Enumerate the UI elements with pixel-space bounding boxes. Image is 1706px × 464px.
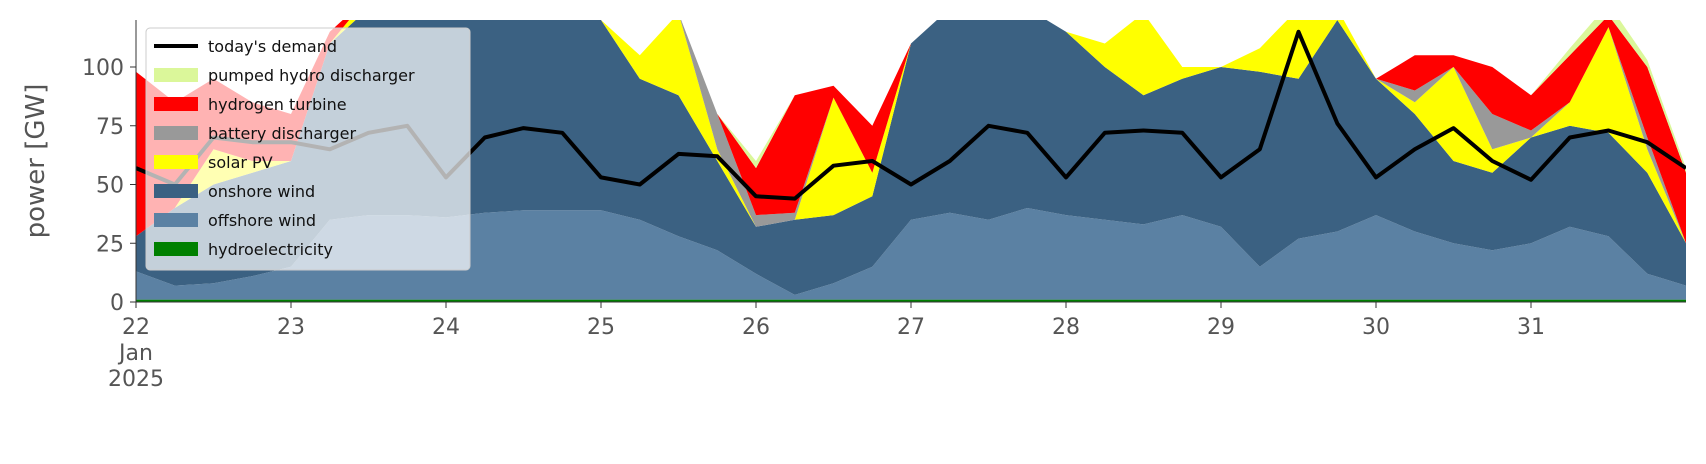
y-tick-label: 50	[96, 174, 124, 199]
y-tick-label: 0	[110, 291, 124, 316]
legend-swatch	[154, 97, 198, 111]
x-tick-label: 30	[1362, 315, 1390, 340]
legend-swatch	[154, 126, 198, 140]
legend-swatch	[154, 155, 198, 169]
legend-label: hydroelectricity	[208, 240, 333, 259]
y-tick-label: 25	[96, 232, 124, 257]
legend-label: hydrogen turbine	[208, 95, 347, 114]
y-axis-label: power [GW]	[21, 84, 51, 239]
x-tick-label: 29	[1207, 315, 1235, 340]
area	[136, 299, 1686, 302]
legend-label: pumped hydro discharger	[208, 66, 415, 85]
x-tick-label: 22 Jan 2025	[108, 315, 164, 392]
legend-swatch	[154, 213, 198, 227]
legend-swatch	[154, 68, 198, 82]
x-tick-label: 25	[587, 315, 615, 340]
legend-label: battery discharger	[208, 124, 356, 143]
plot-area	[136, 20, 1686, 302]
legend-swatch	[154, 242, 198, 256]
x-tick-label: 27	[897, 315, 925, 340]
legend-label: offshore wind	[208, 211, 316, 230]
legend-label: today's demand	[208, 37, 337, 56]
x-tick-label: 28	[1052, 315, 1080, 340]
legend-swatch	[154, 184, 198, 198]
x-tick-label: 31	[1517, 315, 1545, 340]
legend-label: solar PV	[208, 153, 273, 172]
x-tick-label: 23	[277, 315, 305, 340]
y-tick-label: 75	[96, 115, 124, 140]
area	[136, 20, 1686, 295]
legend-label: onshore wind	[208, 182, 315, 201]
area	[136, 208, 1686, 300]
legend-box	[145, 27, 471, 271]
y-tick-label: 100	[82, 56, 124, 81]
x-tick-label: 26	[742, 315, 770, 340]
area	[136, 20, 1686, 244]
x-tick-label: 24	[432, 315, 460, 340]
